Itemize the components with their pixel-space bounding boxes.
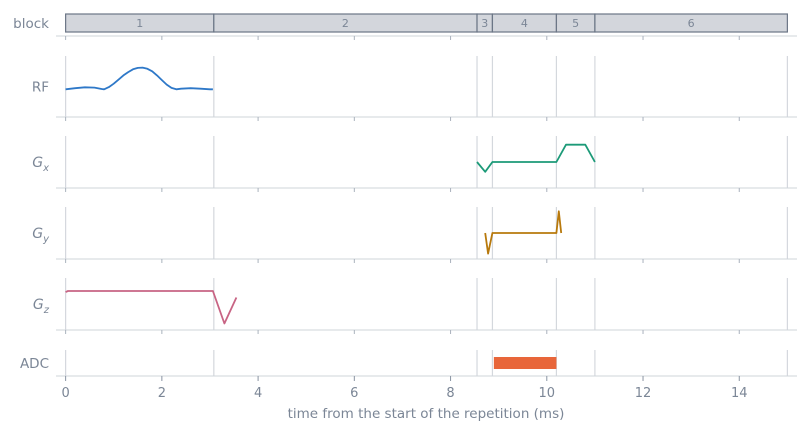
row-label-subscript-gx: x [42,163,49,174]
row-block: block 1 2 3 4 5 6 [13,13,788,33]
block-rect-6 [594,13,788,33]
row-label-adc: ADC [20,356,49,372]
block-label-4: 4 [521,17,528,30]
block-label-2: 2 [342,17,349,30]
row-label-subscript-gz: z [43,305,50,316]
row-gx: Gx [32,143,596,174]
waveform-gx [476,143,596,173]
chart-rows: block 1 2 3 4 5 6 RF Gx Gy Gz ADC [13,13,788,372]
x-tick-label-1: 2 [158,386,166,401]
x-tick-label-4: 8 [446,386,454,401]
block-label-6: 6 [688,17,695,30]
row-gz: Gz [33,290,238,325]
x-axis-label: time from the start of the repetition (m… [288,406,565,422]
row-rf: RF [32,66,213,96]
row-label-subscript-gy: y [42,234,50,245]
row-label-gx: Gx [32,155,49,174]
waveform-rf [65,66,213,91]
x-tick-label-7: 14 [731,386,748,401]
row-label-gz: Gz [33,297,50,316]
block-boundary-grid [56,35,797,377]
row-label-gy: Gy [32,226,50,245]
x-tick-label-6: 12 [635,386,652,401]
row-adc: ADC [20,356,557,372]
adc-bar [493,357,557,369]
block-label-5: 5 [572,17,579,30]
row-gy: Gy [32,210,563,255]
waveform-gz [65,290,238,325]
row-label-block: block [13,16,49,32]
x-tick-label-0: 0 [61,386,69,401]
x-tick-label-5: 10 [539,386,556,401]
block-label-1: 1 [136,17,143,30]
x-tick-label-2: 4 [254,386,262,401]
row-label-rf: RF [32,80,49,96]
x-tick-label-3: 6 [350,386,358,401]
block-label-3: 3 [481,17,488,30]
waveform-gy [484,210,563,255]
x-axis: 0 2 4 6 8 10 12 14 [61,376,748,401]
